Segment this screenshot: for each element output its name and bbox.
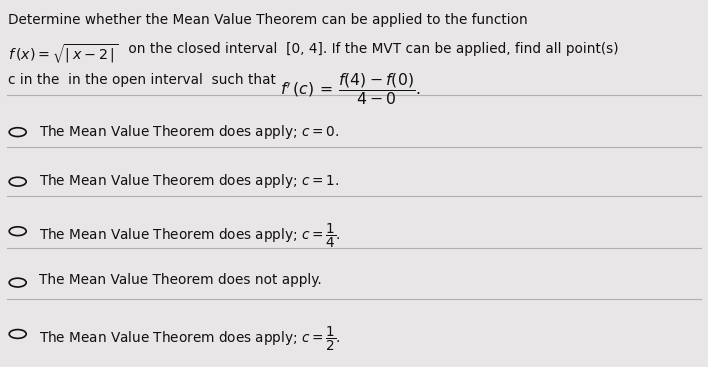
Text: Determine whether the Mean Value Theorem can be applied to the function: Determine whether the Mean Value Theorem… <box>8 13 528 27</box>
Text: c in the  in the open interval  such that: c in the in the open interval such that <box>8 73 276 87</box>
Text: The Mean Value Theorem does apply; $c = \dfrac{1}{4}$.: The Mean Value Theorem does apply; $c = … <box>39 222 341 250</box>
Text: The Mean Value Theorem does not apply.: The Mean Value Theorem does not apply. <box>39 273 321 287</box>
Text: The Mean Value Theorem does apply; $c = 1$.: The Mean Value Theorem does apply; $c = … <box>39 172 339 190</box>
Text: The Mean Value Theorem does apply; $c = \dfrac{1}{2}$.: The Mean Value Theorem does apply; $c = … <box>39 325 341 353</box>
Text: The Mean Value Theorem does apply; $c = 0$.: The Mean Value Theorem does apply; $c = … <box>39 123 339 141</box>
Text: $f'\,(c)\,=\,\dfrac{f(4)-f(0)}{4-0}$.: $f'\,(c)\,=\,\dfrac{f(4)-f(0)}{4-0}$. <box>280 72 420 108</box>
Text: on the closed interval  [0, 4]. If the MVT can be applied, find all point(s): on the closed interval [0, 4]. If the MV… <box>124 42 619 56</box>
Text: $f\,(x) = \sqrt{|\,x - 2\,|}$: $f\,(x) = \sqrt{|\,x - 2\,|}$ <box>8 42 118 66</box>
